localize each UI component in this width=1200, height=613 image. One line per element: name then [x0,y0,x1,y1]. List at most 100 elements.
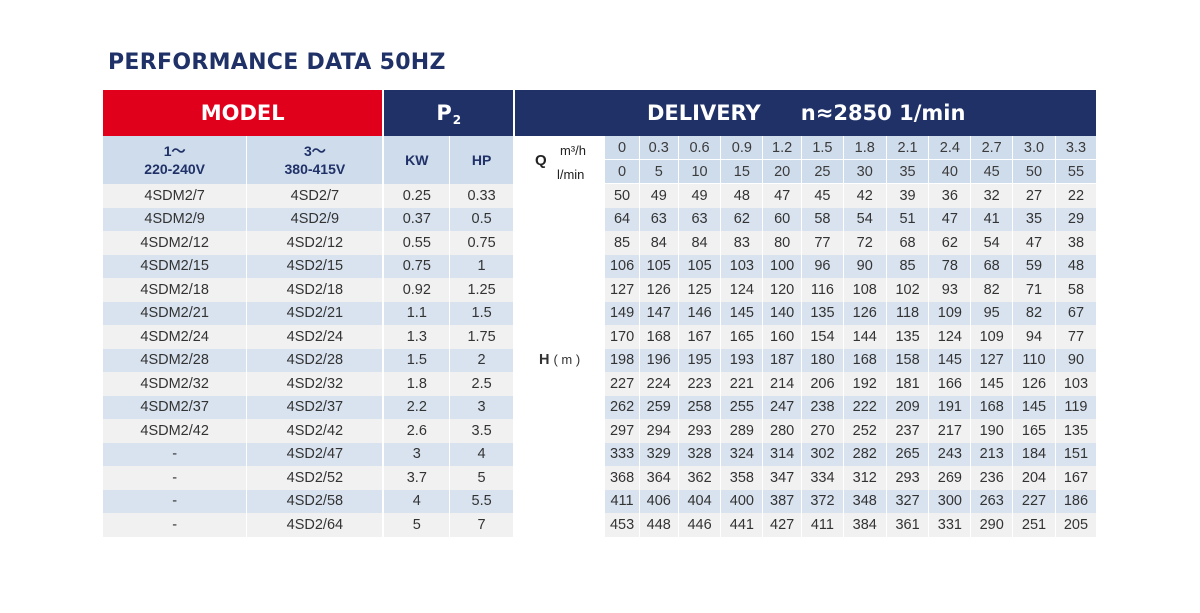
head-value: 105 [678,254,722,278]
power-hp: 1 [449,254,515,278]
head-value: 411 [801,513,844,537]
head-value: 184 [1012,442,1056,466]
head-value: 247 [762,395,803,419]
head-value: 120 [762,278,803,302]
head-value: 237 [886,419,930,443]
power-hp: 2 [449,348,515,372]
head-value: 102 [886,278,930,302]
head-value: 29 [1055,207,1098,231]
head-value: 78 [928,254,972,278]
head-value: 108 [843,278,887,302]
head-value: 41 [970,207,1014,231]
head-value: 166 [928,372,972,396]
delivery-header: DELIVERY n≈2850 1/min [513,90,1097,136]
table-row: 4SDM2/18 4SD2/18 0.92 1.25 127 126 125 124 120 11… [103,278,1098,302]
flow-m3h-value: 2.1 [886,136,930,160]
head-value: 293 [678,419,722,443]
head-value: 293 [886,466,930,490]
three-phase-symbol: 3～ [303,142,326,159]
head-value: 255 [720,395,764,419]
head-value: 38 [1055,231,1098,255]
head-h-label: H [538,352,550,368]
head-value: 103 [720,254,764,278]
head-value: 127 [604,278,640,302]
power-hp: 5.5 [449,489,515,513]
head-value: 48 [720,183,764,208]
power-hp: 2.5 [449,372,515,396]
model-three-phase: 4SD2/28 [246,348,385,372]
power-hp: 0.75 [449,231,515,255]
head-value: 213 [970,442,1014,466]
head-value: 329 [639,442,679,466]
model-three-phase: 4SD2/7 [246,183,385,208]
head-value: 64 [604,207,640,231]
table-row: 4SDM2/32 4SD2/32 1.8 2.5 227 224 223 221 214 206 1… [103,372,1098,396]
model-three-phase: 4SD2/37 [246,395,385,419]
table-row: 4SDM2/9 4SD2/9 0.37 0.5 64 63 63 62 60 58 54 51 47 41… [103,207,1098,231]
head-value: 63 [678,207,722,231]
head-value: 167 [678,325,722,349]
head-value: 93 [928,278,972,302]
head-value: 327 [886,489,930,513]
head-value: 124 [720,278,764,302]
head-value: 35 [1012,207,1056,231]
head-value: 50 [604,183,640,208]
head-value: 262 [604,395,640,419]
head-value: 400 [720,489,764,513]
head-value: 95 [970,301,1014,325]
head-value: 60 [762,207,803,231]
head-value: 82 [1012,301,1056,325]
head-value: 364 [639,466,679,490]
three-phase-header: 3～ 380-415V [246,136,385,184]
head-value: 180 [801,348,844,372]
head-value: 116 [801,278,844,302]
head-value: 158 [886,348,930,372]
head-value: 217 [928,419,972,443]
head-value: 135 [1055,419,1098,443]
head-value: 68 [886,231,930,255]
table-row: 4SDM2/24 4SD2/24 1.3 1.75 170 168 167 165 160 154… [103,325,1098,349]
delivery-label: DELIVERY [646,101,761,125]
head-value: 94 [1012,325,1056,349]
head-value: 441 [720,513,764,537]
model-three-phase: 4SD2/24 [246,325,385,349]
model-single-phase: 4SDM2/9 [103,207,248,231]
head-value: 22 [1055,183,1098,208]
power-hp: 4 [449,442,515,466]
head-value: 90 [843,254,887,278]
model-three-phase: 4SD2/47 [246,442,385,466]
model-three-phase: 4SD2/58 [246,489,385,513]
model-three-phase: 4SD2/9 [246,207,385,231]
head-value: 145 [720,301,764,325]
head-value: 165 [720,325,764,349]
model-three-phase: 4SD2/21 [246,301,385,325]
head-value: 181 [886,372,930,396]
head-value: 125 [678,278,722,302]
head-value: 331 [928,513,972,537]
performance-table: MODEL P2 DELIVERY n≈2850 1/min 1～ 220-240V… [103,90,1098,537]
head-value: 109 [928,301,972,325]
model-three-phase: 4SD2/42 [246,419,385,443]
head-value: 146 [678,301,722,325]
power-kw: 3 [383,442,451,466]
head-value: 59 [1012,254,1056,278]
flow-m3h-value: 1.2 [762,136,803,160]
head-value: 282 [843,442,887,466]
head-value: 427 [762,513,803,537]
head-value: 96 [801,254,844,278]
head-value: 368 [604,466,640,490]
head-value: 84 [639,231,679,255]
model-three-phase: 4SD2/64 [246,513,385,537]
head-value: 358 [720,466,764,490]
power-kw: 2.2 [383,395,451,419]
head-value: 58 [801,207,844,231]
model-single-phase: - [103,513,248,537]
head-value: 252 [843,419,887,443]
head-value: 103 [1055,372,1098,396]
flow-lmin-value: 20 [762,159,803,184]
model-single-phase: 4SDM2/28 [103,348,248,372]
model-single-phase: 4SDM2/15 [103,254,248,278]
power-hp: 1.75 [449,325,515,349]
model-single-phase: 4SDM2/24 [103,325,248,349]
head-value: 221 [720,372,764,396]
